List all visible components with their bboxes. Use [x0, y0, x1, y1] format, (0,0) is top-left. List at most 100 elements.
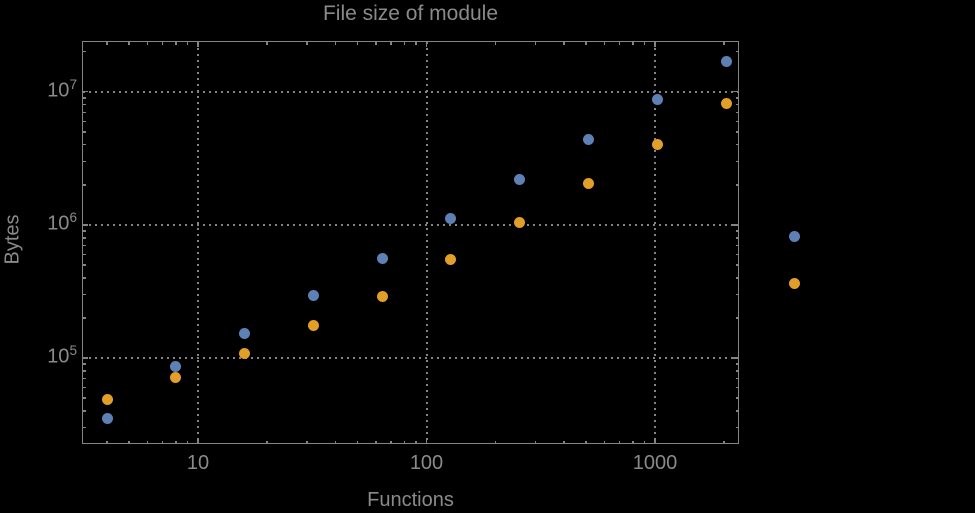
point-series-blue-x256: [514, 173, 526, 185]
x-tick-bottom-6: [146, 440, 149, 444]
y-tick-left-5000000: [82, 131, 86, 133]
y-tick-left-20000000: [82, 50, 86, 53]
y-tick-label-10e7: 107: [47, 76, 77, 102]
y-tick-left-1000000: [82, 224, 88, 226]
y-tick-right-60000: [735, 386, 739, 389]
y-gridline-1000000: [83, 223, 738, 226]
x-tick-bottom-40: [334, 440, 337, 444]
y-tick-left-70000: [82, 377, 86, 380]
x-tick-bottom-200: [494, 440, 497, 444]
point-series-blue-x4096: [789, 230, 801, 242]
x-tick-bottom-60: [375, 440, 377, 444]
y-tick-right-40000: [735, 410, 739, 412]
y-tick-left-9000000: [82, 97, 86, 99]
y-tick-right-2000000: [735, 184, 739, 186]
x-tick-bottom-5: [128, 440, 130, 444]
x-tick-bottom-800: [632, 440, 634, 444]
point-series-blue-x4: [101, 413, 113, 425]
x-tick-top-9: [186, 41, 189, 45]
x-tick-top-800: [632, 41, 634, 45]
x-tick-bottom-300: [534, 440, 537, 444]
y-tick-right-50000: [735, 397, 739, 399]
x-tick-top-40: [334, 41, 337, 45]
x-tick-top-30: [306, 41, 308, 45]
y-tick-left-30000: [82, 426, 86, 429]
y-tick-left-40000: [82, 410, 86, 412]
point-series-orange-x1024: [651, 138, 663, 150]
x-gridline-100: [425, 42, 428, 443]
y-tick-left-7000000: [82, 111, 86, 114]
y-tick-right-6000000: [735, 120, 739, 122]
y-tick-right-8000000: [735, 103, 739, 106]
x-tick-top-300: [534, 41, 537, 45]
point-series-blue-x128: [445, 212, 457, 224]
x-tick-bottom-30: [306, 440, 308, 444]
x-tick-top-7: [161, 41, 164, 45]
x-tick-bottom-10: [197, 438, 199, 444]
y-tick-right-10000000: [733, 90, 739, 93]
x-tick-top-20: [266, 41, 268, 45]
x-tick-label-1000: 1000: [632, 452, 678, 474]
x-tick-top-8: [175, 41, 177, 45]
point-series-orange-x2048: [720, 97, 732, 109]
x-tick-bottom-90: [415, 440, 417, 444]
point-series-blue-x1024: [651, 94, 663, 106]
y-tick-label-10e5: 105: [47, 343, 77, 368]
point-series-blue-x64: [376, 252, 388, 264]
chart-title: File size of module: [322, 2, 499, 25]
y-tick-right-30000: [735, 426, 739, 429]
x-tick-top-2000: [723, 41, 725, 45]
x-tick-bottom-80: [403, 440, 406, 444]
x-tick-label-10: 10: [186, 452, 210, 474]
y-tick-left-50000: [82, 397, 86, 399]
point-series-blue-x8: [170, 360, 182, 372]
x-tick-top-700: [618, 41, 621, 45]
x-tick-top-100: [425, 41, 428, 47]
point-series-orange-x32: [307, 319, 319, 331]
y-tick-left-200000: [82, 317, 86, 319]
y-tick-right-800000: [735, 237, 739, 239]
x-tick-top-1000: [654, 41, 656, 47]
y-tick-right-9000000: [735, 97, 739, 99]
x-tick-top-80: [403, 41, 406, 45]
y-tick-right-200000: [735, 317, 739, 319]
y-tick-right-100000: [733, 357, 739, 359]
x-tick-top-60: [375, 41, 377, 45]
x-tick-bottom-900: [643, 440, 646, 444]
x-tick-top-5: [128, 41, 130, 45]
x-axis-label: Functions: [367, 489, 454, 511]
x-tick-bottom-4: [106, 440, 108, 444]
x-tick-top-90: [415, 41, 417, 45]
x-tick-top-500: [585, 41, 587, 45]
x-tick-bottom-100: [425, 438, 428, 444]
y-gridline-100000: [83, 357, 738, 360]
y-tick-left-900000: [82, 230, 86, 232]
plot-frame: [82, 41, 739, 444]
y-tick-left-80000: [82, 370, 86, 372]
y-tick-label-10e6: 106: [47, 209, 77, 235]
point-series-blue-x2048: [720, 55, 732, 67]
y-tick-left-600000: [82, 253, 86, 256]
y-tick-left-10000000: [82, 90, 88, 93]
y-gridline-10000000: [83, 90, 738, 93]
y-tick-right-7000000: [735, 111, 739, 114]
y-tick-left-400000: [82, 277, 86, 279]
point-series-orange-x64: [376, 290, 388, 302]
x-tick-bottom-70: [390, 440, 392, 444]
y-tick-right-900000: [735, 230, 739, 232]
x-tick-bottom-20: [266, 440, 268, 444]
x-tick-label-100: 100: [409, 452, 444, 474]
y-tick-left-700000: [82, 244, 86, 247]
y-tick-right-600000: [735, 253, 739, 256]
y-tick-left-2000000: [82, 184, 86, 186]
y-tick-right-80000: [735, 370, 739, 372]
x-tick-top-200: [494, 41, 497, 45]
y-tick-right-1000000: [733, 224, 739, 226]
y-tick-right-300000: [735, 293, 739, 296]
y-tick-right-700000: [735, 244, 739, 247]
x-tick-top-10: [197, 41, 199, 47]
point-series-blue-x16: [239, 327, 251, 339]
y-tick-left-500000: [82, 264, 86, 266]
x-gridline-10: [197, 42, 199, 443]
